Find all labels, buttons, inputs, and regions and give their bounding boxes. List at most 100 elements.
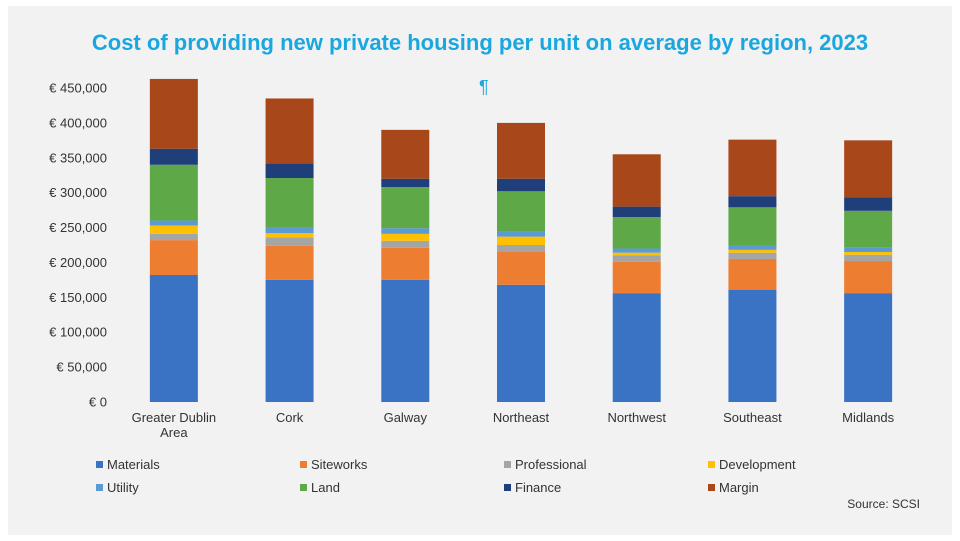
y-tick-label: € 150,000 (49, 290, 107, 305)
bar-segment-utility (497, 231, 545, 237)
y-tick-label: € 200,000 (49, 255, 107, 270)
bar-segment-utility (844, 247, 893, 252)
bar-segment-materials (265, 279, 314, 402)
legend-label: Margin (719, 480, 759, 495)
legend-swatch (708, 461, 715, 468)
bar-segment-siteworks (844, 261, 893, 294)
bar-segment-finance (149, 148, 198, 165)
bar-segment-siteworks (265, 245, 314, 280)
x-category-label: Cork (276, 410, 304, 425)
bar-segment-siteworks (728, 258, 777, 290)
legend-item: Finance (504, 480, 561, 495)
legend-swatch (96, 461, 103, 468)
bar-segment-development (497, 236, 545, 245)
bar-segment-land (149, 164, 198, 221)
bar-segment-professional (381, 240, 430, 248)
bar-segment-siteworks (149, 240, 198, 276)
bar-segment-land (728, 207, 777, 245)
legend-item: Materials (96, 457, 160, 472)
bar-segment-siteworks (497, 251, 545, 285)
bar-segment-finance (728, 196, 777, 208)
bar-segment-margin (728, 139, 777, 197)
legend-swatch (300, 484, 307, 491)
bar-segment-utility (265, 227, 314, 234)
legend-item: Development (708, 457, 796, 472)
y-tick-label: € 300,000 (49, 185, 107, 200)
bar-segment-finance (265, 163, 314, 179)
legend-label: Land (311, 480, 340, 495)
bar-segment-materials (381, 279, 430, 402)
bar-segment-siteworks (612, 261, 661, 294)
bar-segment-materials (728, 289, 777, 402)
bar-segment-land (612, 217, 661, 249)
bar-segment-margin (612, 154, 661, 207)
bar-segment-margin (497, 122, 545, 179)
bar-stacks (149, 78, 893, 402)
bar-segment-development (265, 233, 314, 238)
bar-segment-professional (728, 252, 777, 259)
y-tick-label: € 350,000 (49, 150, 107, 165)
bar-segment-margin (844, 140, 893, 198)
legend-item: Land (300, 480, 340, 495)
y-tick-label: € 100,000 (49, 325, 107, 340)
legend-item: Utility (96, 480, 139, 495)
legend-label: Finance (515, 480, 562, 495)
bar-segment-materials (497, 284, 545, 402)
bar-stack (497, 122, 545, 402)
bar-segment-utility (149, 220, 198, 226)
legend-label: Development (719, 457, 796, 472)
bar-stack (149, 78, 198, 402)
x-category-label: Midlands (842, 410, 895, 425)
bar-segment-margin (149, 78, 198, 149)
bar-segment-finance (612, 206, 661, 218)
pilcrow-mark: ¶ (479, 77, 489, 97)
legend-swatch (504, 484, 511, 491)
legend-swatch (708, 484, 715, 491)
bar-segment-siteworks (381, 247, 430, 280)
bar-segment-utility (381, 228, 430, 234)
legend-label: Professional (515, 457, 587, 472)
bar-segment-professional (265, 237, 314, 246)
chart-title: Cost of providing new private housing pe… (91, 30, 869, 55)
bar-segment-land (497, 191, 545, 232)
bar-segment-professional (149, 233, 198, 241)
bar-segment-margin (381, 129, 430, 179)
y-axis: € 0 € 50,000 € 100,000 € 150,000 € 200,000 € … (49, 81, 107, 410)
y-tick-label: € 400,000 (49, 115, 107, 130)
bar-stack (265, 98, 314, 402)
x-category-label: Northwest (607, 410, 666, 425)
bar-segment-professional (612, 255, 661, 262)
bar-segment-land (844, 210, 893, 248)
bar-segment-development (612, 252, 661, 256)
bar-stack (844, 140, 893, 402)
legend-item: Siteworks (300, 457, 367, 472)
bar-segment-professional (844, 254, 893, 262)
bar-segment-finance (844, 197, 893, 211)
bar-stack (728, 139, 777, 402)
bar-segment-professional (497, 245, 545, 252)
legend-swatch (96, 484, 103, 491)
legend-label: Utility (107, 480, 139, 495)
bar-segment-materials (844, 293, 893, 402)
bar-stack (612, 154, 661, 402)
x-category-label: Northeast (493, 410, 550, 425)
legend: Materials Siteworks Professional Developmen… (96, 457, 916, 501)
legend-swatch (300, 461, 307, 468)
x-category-label: Southeast (723, 410, 782, 425)
bar-segment-development (381, 233, 430, 241)
legend-label: Materials (107, 457, 160, 472)
bar-segment-development (149, 225, 198, 234)
y-tick-label: € 0 (89, 395, 107, 410)
legend-item: Margin (708, 480, 759, 495)
bar-segment-development (728, 249, 777, 253)
legend-item: Professional (504, 457, 587, 472)
bar-segment-utility (728, 245, 777, 250)
x-category-label: Greater Dublin (132, 410, 217, 425)
y-tick-label: € 450,000 (49, 81, 107, 96)
y-tick-label: € 50,000 (56, 360, 107, 375)
bar-segment-land (265, 178, 314, 228)
bar-segment-development (844, 251, 893, 255)
bar-stack (381, 129, 430, 402)
